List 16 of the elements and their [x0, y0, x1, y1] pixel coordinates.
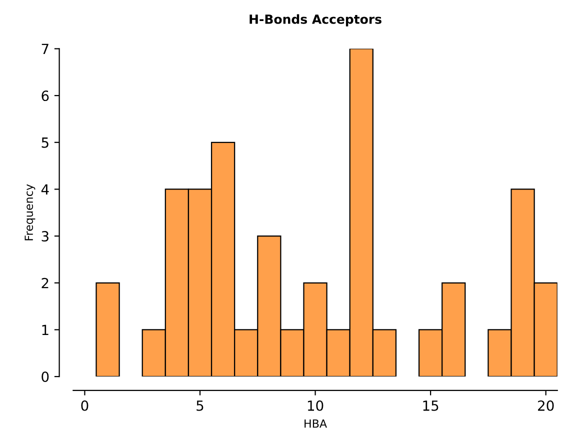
- y-tick-label: 7: [42, 44, 48, 54]
- y-axis-title: Frequency: [24, 184, 36, 240]
- y-tick-label: 2: [42, 278, 48, 288]
- y-tick-label: 6: [42, 90, 49, 102]
- chart-title: H-Bonds Acceptors: [250, 14, 382, 26]
- y-tick-label: 5: [42, 138, 48, 148]
- y-tick-label: 0: [42, 372, 49, 382]
- x-tick-label: 10: [308, 400, 324, 411]
- y-tick-label: 4: [41, 184, 49, 194]
- x-tick-label: 20: [538, 400, 554, 411]
- x-axis-title: HBA: [304, 420, 327, 428]
- x-tick-label: 5: [196, 400, 204, 411]
- y-tick-label: 3: [42, 231, 48, 242]
- y-tick-label: 1: [42, 324, 48, 335]
- x-tick-label: 0: [81, 400, 88, 411]
- x-tick-label: 15: [423, 400, 438, 411]
